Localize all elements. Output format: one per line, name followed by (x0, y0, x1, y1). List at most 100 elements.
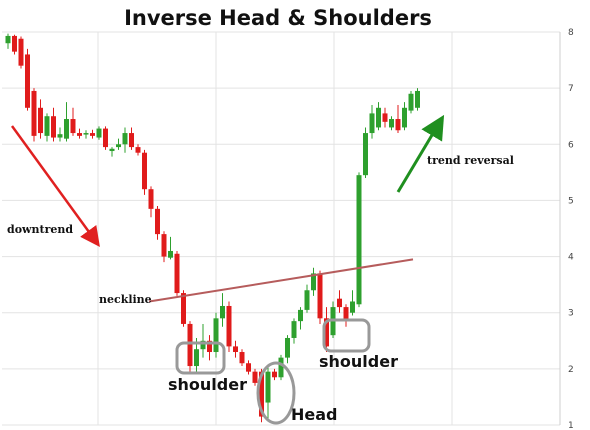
downtrend-label: downtrend (7, 223, 73, 236)
left-shoulder-highlight (175, 341, 226, 375)
y-tick-label: 7 (568, 84, 574, 94)
candle-body (259, 371, 264, 417)
candle-body (187, 323, 193, 367)
candle-body (382, 113, 388, 122)
candle (363, 127, 368, 178)
candle (18, 36, 24, 69)
candle (57, 127, 63, 142)
candle (402, 102, 407, 131)
candle (161, 231, 167, 263)
candle (291, 318, 297, 344)
right-shoulder-label: shoulder (319, 352, 398, 371)
candle (304, 284, 310, 313)
candle-body (51, 116, 56, 138)
y-tick-label: 1 (568, 421, 574, 430)
candle-body (389, 119, 394, 128)
candle (272, 368, 277, 381)
trend-reversal-label: trend reversal (427, 154, 514, 167)
candle-body (103, 128, 108, 148)
candle (31, 88, 37, 142)
downtrend-arrow (10, 125, 100, 248)
candle (233, 340, 238, 358)
candle (103, 126, 108, 150)
trend-reversal-arrow (396, 114, 445, 193)
candle (187, 321, 193, 372)
chart-grid (2, 31, 561, 426)
candle-body (246, 363, 251, 372)
candle-body (213, 318, 219, 353)
candle-body (363, 133, 368, 176)
candle (207, 335, 212, 361)
candle (298, 307, 303, 330)
candle-body (233, 346, 238, 353)
candle (226, 301, 232, 353)
candle (369, 104, 375, 139)
y-tick-label: 3 (568, 309, 574, 319)
neckline-line (148, 258, 414, 303)
candle (311, 267, 316, 296)
candle (129, 127, 134, 150)
candle-body (311, 273, 316, 291)
candle (252, 368, 258, 386)
head-label: Head (291, 405, 338, 424)
candle-body (5, 35, 11, 44)
candle-body (90, 133, 95, 136)
candle-body (343, 307, 349, 322)
candle-body (304, 290, 310, 310)
right-shoulder-highlight (322, 318, 371, 353)
candle (83, 130, 89, 139)
candle (135, 144, 141, 156)
candle-body (38, 107, 43, 134)
candle-body (337, 298, 342, 308)
candle (239, 349, 245, 367)
candle (376, 102, 381, 131)
candle-body (220, 305, 225, 319)
candle-body (265, 371, 271, 403)
candle-body (408, 93, 414, 111)
candle-body (324, 318, 329, 347)
candle (96, 126, 102, 140)
candle (51, 107, 56, 142)
candle-body (142, 152, 147, 190)
candle (116, 138, 121, 150)
candle-body (96, 128, 102, 138)
candle (220, 293, 225, 327)
candle (122, 127, 128, 153)
candle-body (226, 305, 232, 347)
candle-body (57, 134, 63, 138)
candle-body (129, 133, 134, 148)
candle-body (207, 340, 212, 353)
candle-body (291, 321, 297, 338)
y-tick-label: 4 (568, 253, 574, 263)
left-shoulder-label: shoulder (168, 375, 247, 394)
candle-body (239, 352, 245, 364)
candle-body (298, 309, 303, 322)
candle (408, 90, 414, 114)
candle-body (252, 371, 258, 383)
candle-body (70, 119, 76, 134)
candle (38, 99, 43, 139)
candle (148, 186, 154, 218)
y-tick-label: 2 (568, 365, 574, 375)
candle (278, 354, 284, 381)
y-tick-label: 5 (568, 196, 574, 206)
chart-title: Inverse Head & Shoulders (124, 6, 432, 30)
candle-body (278, 357, 284, 378)
candle (200, 323, 206, 358)
candle (44, 113, 50, 142)
candle (64, 102, 69, 142)
candle (389, 116, 394, 131)
candle (350, 290, 355, 316)
candle-body (77, 133, 82, 136)
candle (168, 236, 173, 260)
candle (109, 147, 115, 157)
y-tick-label: 6 (568, 140, 574, 150)
candle (382, 107, 388, 128)
candle-body (155, 208, 160, 235)
candle-body (200, 340, 206, 350)
y-tick-label: 8 (568, 28, 574, 38)
candle-body (402, 107, 407, 128)
candle-body (317, 273, 323, 319)
